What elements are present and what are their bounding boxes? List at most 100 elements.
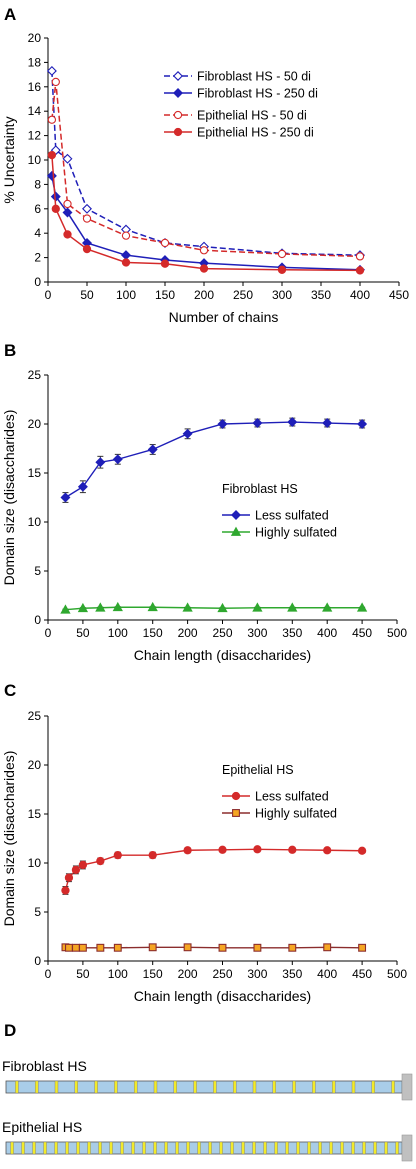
y-tick-label: 25 (28, 709, 42, 723)
sulfated-domain (274, 1141, 278, 1155)
data-point (183, 846, 192, 855)
data-point (322, 602, 333, 612)
panel-letter-b: B (4, 341, 16, 360)
y-axis-title: Domain size (disaccharides) (1, 751, 17, 927)
sulfated-domain (76, 1141, 80, 1155)
x-tick-label: 300 (272, 288, 292, 302)
y-tick-label: 8 (34, 177, 41, 191)
y-tick-label: 0 (34, 275, 41, 289)
x-tick-label: 150 (143, 626, 163, 640)
data-point (78, 860, 88, 870)
x-tick-label: 0 (45, 626, 52, 640)
data-point (253, 845, 262, 854)
y-tick-label: 25 (28, 368, 42, 382)
sulfated-domain (391, 1080, 395, 1094)
series-line (65, 606, 363, 611)
data-point (51, 204, 60, 213)
x-tick-label: 150 (155, 288, 175, 302)
sulfated-domain (94, 1080, 98, 1094)
sulfated-domain (34, 1080, 39, 1094)
legend-chart-c: Epithelial HS Less sulfated Highly sulfate… (222, 763, 337, 821)
epithelial-schematic-label: Epithelial HS (2, 1119, 82, 1135)
data-point (96, 856, 105, 866)
sulfated-domain (133, 1080, 138, 1094)
legend-marker (173, 88, 183, 98)
sulfated-domain (109, 1141, 113, 1155)
epithelial-chain-bar (5, 1134, 413, 1162)
series-chart-b-1 (60, 601, 368, 614)
data-point (96, 943, 105, 952)
x-tick-label: 50 (76, 626, 90, 640)
chart-a: 0 50 100 150 200 250 300 350 400 450 0 2 4 6 8 10 12 14 16… (1, 31, 409, 325)
x-tick-label: 400 (350, 288, 370, 302)
sulfated-domain (395, 1141, 399, 1155)
sulfated-domain (164, 1141, 168, 1155)
sulfated-domain (142, 1141, 146, 1155)
data-point (46, 65, 57, 76)
sulfated-domain (131, 1141, 135, 1155)
x-tick-label: 200 (178, 626, 198, 640)
y-tick-label: 20 (28, 31, 42, 45)
series-line (65, 421, 363, 499)
fibroblast-schematic-label: Fibroblast HS (2, 1058, 87, 1074)
data-point (218, 845, 227, 854)
data-point (148, 851, 157, 860)
sulfated-domain (21, 1141, 25, 1155)
x-tick-label: 250 (233, 288, 253, 302)
sulfated-domain (296, 1141, 300, 1155)
sulfated-domain (331, 1080, 336, 1094)
x-tick-label: 300 (247, 967, 267, 981)
y-tick-label: 15 (28, 807, 42, 821)
series-line (51, 175, 361, 271)
data-point (277, 265, 287, 274)
x-axis-title: Number of chains (169, 309, 279, 325)
legend-marker (173, 71, 183, 81)
x-tick-label: 450 (352, 967, 372, 981)
y-axis-title: Domain size (disaccharides) (1, 410, 17, 586)
data-point (82, 203, 92, 214)
sulfated-domain (32, 1141, 36, 1155)
sulfated-domain (193, 1080, 197, 1094)
y-tick-label: 12 (28, 129, 42, 143)
sulfated-domain (384, 1141, 388, 1155)
y-tick-label: 0 (34, 613, 41, 627)
legend-marker (173, 127, 183, 137)
legend-marker (173, 110, 183, 120)
data-point (113, 943, 122, 952)
sulfated-domain (252, 1080, 257, 1094)
data-point (121, 250, 131, 261)
sulfated-domain (252, 1141, 256, 1155)
data-point (357, 419, 368, 429)
data-point (288, 845, 297, 854)
data-point (217, 602, 228, 613)
data-point (95, 457, 106, 468)
data-point (147, 444, 158, 455)
data-point (252, 602, 263, 612)
chart-b: 0 50 100 150 200 250 300 350 400 450 500 0 5 10 15 20 25… (1, 368, 407, 663)
schematic-d: Fibroblast HS Epithelial HS (2, 1058, 413, 1162)
data-point (112, 454, 123, 465)
data-point (47, 150, 57, 160)
data-point (121, 231, 131, 240)
data-point (160, 238, 170, 248)
legend-label: Fibroblast HS - 250 di (197, 87, 318, 101)
data-point (217, 419, 228, 429)
series-chart-b-0 (60, 417, 368, 503)
series-a-2 (47, 77, 365, 261)
sulfated-domain (232, 1080, 237, 1094)
legend-label: Epithelial HS - 50 di (197, 109, 307, 123)
data-point (62, 153, 73, 164)
x-tick-label: 350 (282, 967, 302, 981)
sulfated-domain (114, 1080, 118, 1094)
data-point (199, 246, 209, 255)
data-point (71, 943, 80, 952)
data-point (77, 481, 88, 492)
data-point (82, 214, 92, 223)
sulfated-domain (43, 1141, 47, 1155)
x-tick-label: 500 (387, 967, 407, 981)
sulfated-domain (120, 1141, 124, 1155)
data-point (77, 602, 89, 613)
sulfated-domain (312, 1080, 316, 1094)
sulfated-domain (371, 1080, 375, 1094)
